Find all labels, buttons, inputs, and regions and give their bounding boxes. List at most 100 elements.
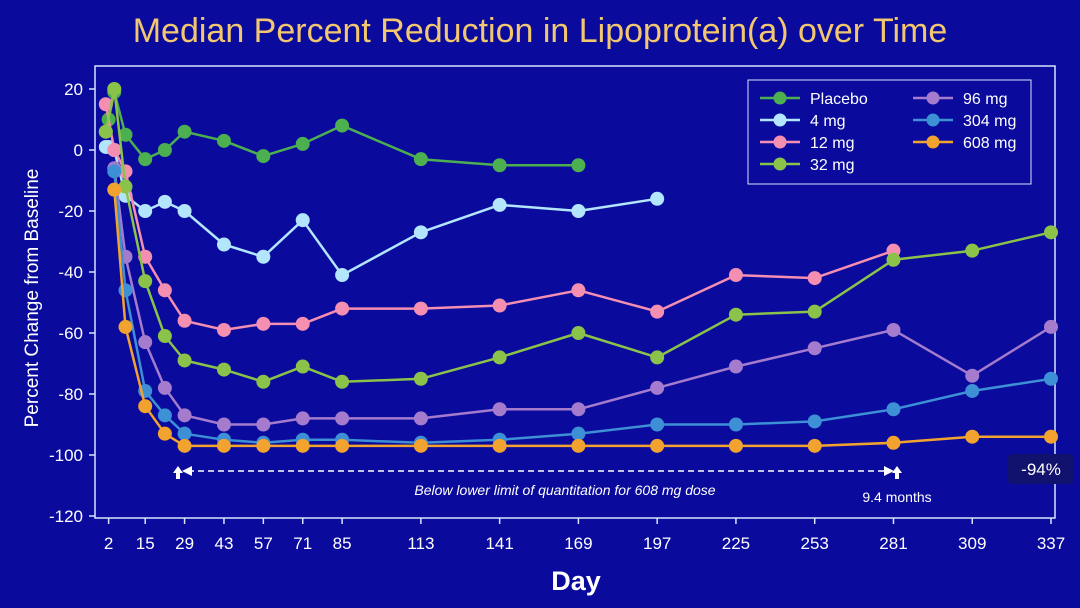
data-point <box>216 362 231 377</box>
data-point <box>138 335 153 350</box>
legend-marker <box>773 113 787 127</box>
data-point <box>571 158 586 173</box>
data-point <box>807 341 822 356</box>
y-tick-label: -40 <box>58 263 83 282</box>
data-point <box>157 380 172 395</box>
data-point <box>138 399 153 414</box>
series-placebo <box>98 85 586 173</box>
data-point <box>157 283 172 298</box>
data-point <box>216 438 231 453</box>
legend-label: 32 mg <box>810 157 854 174</box>
x-tick-label: 113 <box>407 534 434 553</box>
data-point <box>571 402 586 417</box>
llq-up-arrow-left <box>173 466 183 479</box>
legend-marker <box>773 135 787 149</box>
data-point <box>335 301 350 316</box>
legend-label: 608 mg <box>963 135 1016 152</box>
data-point <box>965 243 980 258</box>
x-tick-label: 2 <box>104 534 113 553</box>
data-point <box>177 353 192 368</box>
llq-annotation: Below lower limit of quantitation for 60… <box>173 466 932 505</box>
x-tick-label: 309 <box>958 534 986 553</box>
llq-arrowhead-left <box>182 466 192 476</box>
llq-arrowhead-right <box>884 466 894 476</box>
data-point <box>256 374 271 389</box>
data-point <box>335 411 350 426</box>
data-point <box>256 249 271 264</box>
x-tick-label: 57 <box>254 534 273 553</box>
data-point <box>492 298 507 313</box>
data-point <box>807 414 822 429</box>
data-point <box>335 118 350 133</box>
x-tick-label: 85 <box>333 534 352 553</box>
data-point <box>886 322 901 337</box>
data-point <box>256 316 271 331</box>
y-tick-label: 20 <box>64 80 83 99</box>
data-point <box>216 417 231 432</box>
data-point <box>216 133 231 148</box>
legend-label: 12 mg <box>810 135 854 152</box>
legend-marker <box>926 135 940 149</box>
data-point <box>335 374 350 389</box>
data-point <box>138 274 153 289</box>
data-point <box>256 438 271 453</box>
data-point <box>807 438 822 453</box>
data-point <box>492 350 507 365</box>
data-point <box>295 438 310 453</box>
data-point <box>177 426 192 441</box>
chart-title: Median Percent Reduction in Lipoprotein(… <box>132 12 948 50</box>
x-axis: 2 15 29 43 57 71 85 113 141 169 197 225 253 281 309 337 <box>104 518 1065 553</box>
data-point <box>728 307 743 322</box>
months-text: 9.4 months <box>862 489 931 505</box>
y-tick-label: -20 <box>58 202 83 221</box>
data-point <box>413 411 428 426</box>
data-point <box>1044 225 1058 240</box>
data-point <box>650 380 665 395</box>
x-tick-label: 71 <box>293 534 312 553</box>
series-32-mg <box>98 82 1058 389</box>
data-point <box>335 268 350 283</box>
data-point <box>157 408 172 423</box>
y-tick-label: -120 <box>49 507 83 526</box>
x-tick-label: 337 <box>1037 534 1065 553</box>
data-point <box>650 438 665 453</box>
data-point <box>295 359 310 374</box>
data-point <box>256 149 271 164</box>
data-point <box>177 313 192 328</box>
data-point <box>107 182 122 197</box>
data-point <box>295 213 310 228</box>
y-tick-label: 0 <box>74 141 83 160</box>
data-point <box>118 127 133 142</box>
data-point <box>118 164 133 179</box>
legend-marker <box>926 91 940 105</box>
data-point <box>965 368 980 383</box>
legend-marker <box>773 157 787 171</box>
data-point <box>216 322 231 337</box>
y-tick-label: -80 <box>58 385 83 404</box>
data-point <box>157 329 172 344</box>
data-point <box>118 179 133 194</box>
data-point <box>295 136 310 151</box>
data-point <box>1044 371 1058 386</box>
data-point <box>413 301 428 316</box>
plot-frame <box>94 65 1056 519</box>
data-point <box>216 237 231 252</box>
series-line <box>113 168 1052 426</box>
x-tick-label: 281 <box>879 534 907 553</box>
data-point <box>295 316 310 331</box>
data-point <box>1044 319 1058 334</box>
data-point <box>413 371 428 386</box>
data-point <box>650 417 665 432</box>
x-tick-label: 253 <box>801 534 829 553</box>
x-tick-label: 29 <box>175 534 194 553</box>
legend-marker <box>926 113 940 127</box>
data-point <box>807 271 822 286</box>
data-point <box>728 417 743 432</box>
data-point <box>650 191 665 206</box>
data-point <box>138 152 153 167</box>
data-point <box>413 438 428 453</box>
data-point <box>650 304 665 319</box>
legend-label: 96 mg <box>963 91 1007 108</box>
y-axis-label: Percent Change from Baseline <box>22 169 43 428</box>
